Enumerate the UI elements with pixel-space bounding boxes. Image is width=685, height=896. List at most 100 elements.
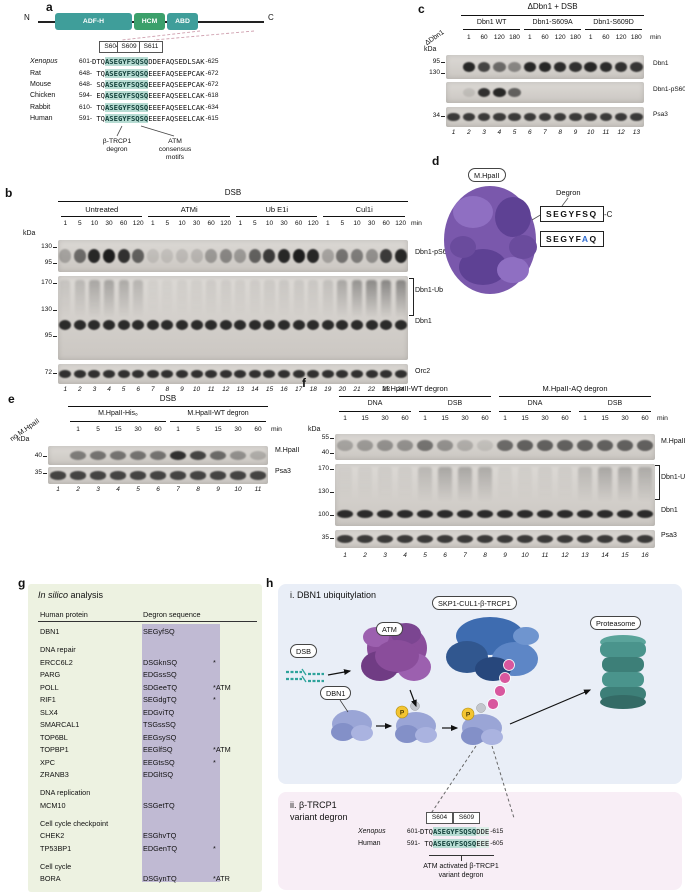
time-label: 120 [395, 220, 407, 227]
blot-band [493, 112, 506, 122]
motif-connector-1 [116, 125, 123, 137]
lane-number: 10 [521, 552, 529, 559]
blot-band [219, 319, 232, 330]
blot-band [132, 249, 145, 263]
group-underline [61, 216, 143, 217]
alignment-segment: EEEFAQSEEPCAK [148, 79, 205, 89]
lane-number: 12 [561, 552, 569, 559]
table-row: ERCC6L2 DSGknSQ * [40, 657, 258, 670]
blot-band [146, 370, 159, 378]
alignment-segment: TQ [420, 838, 433, 848]
ubiquitin-smear [558, 467, 572, 503]
blot-band [630, 112, 643, 122]
blot-band [569, 112, 582, 122]
motif-label-atm-consensus: ATM consensus motifs [158, 138, 192, 161]
alignment-segment: DDEFAQSEDLSAK [148, 57, 205, 67]
lane-number: 1 [451, 129, 456, 136]
protein-name: BORA [40, 874, 61, 883]
group-label: Dbn1-S609A [532, 19, 573, 26]
ubiquitin-smear [618, 467, 632, 503]
group-underline [339, 396, 491, 397]
blot-band [292, 370, 305, 378]
blot-band [636, 534, 654, 544]
panel-b: b DSB Untreated ATMi Ub E1i Cul1i 1 5 10 30 60 120… [5, 186, 467, 398]
time-label: 30 [234, 426, 242, 433]
lane-number: 10 [234, 486, 242, 493]
blot-band [496, 440, 514, 452]
time-label: 15 [114, 426, 122, 433]
lane-number: 3 [92, 386, 97, 393]
kda-marker: 170 [318, 464, 329, 472]
ubiquitin-smear [351, 280, 363, 318]
ubiquitin-smear [293, 280, 304, 318]
blot-band [190, 249, 203, 263]
group-label: Cul1i [355, 205, 373, 214]
blot-band [376, 440, 394, 452]
lane-number: 5 [423, 552, 427, 559]
blot-band [394, 249, 407, 263]
kda-label: kDa [23, 230, 36, 237]
alignment-segment: Mouse [30, 80, 52, 88]
pathway-arrows [327, 669, 592, 731]
blot-band [356, 440, 374, 452]
section-name: DNA replication [40, 788, 91, 797]
lane-number: 11 [254, 486, 262, 493]
table-row: POLL SDGeeTQ *ATM [40, 682, 258, 695]
time-label: 60 [382, 220, 390, 227]
phosphate-letter: P [400, 710, 405, 717]
kda-tick [441, 73, 445, 74]
time-label: 120 [493, 34, 505, 41]
subgroup-underline [419, 411, 491, 412]
time-label: 10 [90, 220, 99, 227]
time-label: 5 [165, 220, 170, 227]
time-label: 30 [621, 415, 629, 422]
panel-label-g: g [18, 576, 26, 590]
lane-number: 16 [280, 386, 288, 393]
ubiquitin-smear [278, 280, 290, 318]
time-label: 60 [541, 34, 549, 41]
ubiquitin-smear [438, 467, 452, 503]
blot-right-label: Dbn1-Ub [415, 287, 444, 295]
group-label: Dbn1 WT [476, 19, 507, 26]
group-underline [323, 216, 405, 217]
alignment-segment: 594- [78, 92, 92, 100]
blot-band [190, 370, 203, 378]
alignment-segment: TQ [92, 102, 105, 112]
blot-band [553, 61, 567, 73]
treatment-title: DSB [224, 188, 242, 197]
lane-number: 10 [587, 129, 595, 136]
kda-tick [53, 282, 57, 284]
blot-band [436, 534, 454, 544]
blot-band [614, 61, 628, 73]
aq-degron-mutant-residue: A [581, 234, 590, 244]
protein-name: TOPBP1 [40, 745, 69, 754]
blot-right-label: Dbn1-pS609/611 [415, 248, 468, 256]
blot-band [416, 509, 434, 518]
blot-band [88, 319, 101, 330]
protein-name: MCM10 [40, 800, 66, 810]
panel-label-c: c [418, 2, 425, 16]
blot-band [263, 319, 276, 330]
time-label: 1 [325, 220, 330, 227]
annotation: *ATR [213, 874, 230, 883]
lane-number: 13 [632, 129, 640, 136]
table-row: PARG EDGssSQ [40, 669, 258, 682]
lane-number: 13 [581, 552, 589, 559]
lane-number: 8 [483, 552, 487, 559]
phosphate-circle [461, 707, 475, 721]
blot-band [616, 440, 634, 452]
lane-number: 6 [527, 129, 532, 136]
alignment-segment: TQASEGYFSQSQEEEFAQSEELCAK [92, 114, 205, 124]
blot-band [278, 370, 290, 378]
part2-title-line2: variant degron [290, 812, 348, 822]
lane-number: 7 [150, 386, 155, 393]
kda-marker: 40 [34, 451, 42, 459]
lane-number: 5 [512, 129, 517, 136]
alignment-segment: 601- [78, 58, 92, 66]
table-section-header: DNA replication [40, 787, 258, 800]
line [301, 675, 307, 683]
blot-band [169, 450, 187, 461]
annotation [213, 719, 253, 732]
blot-strip [58, 276, 408, 360]
